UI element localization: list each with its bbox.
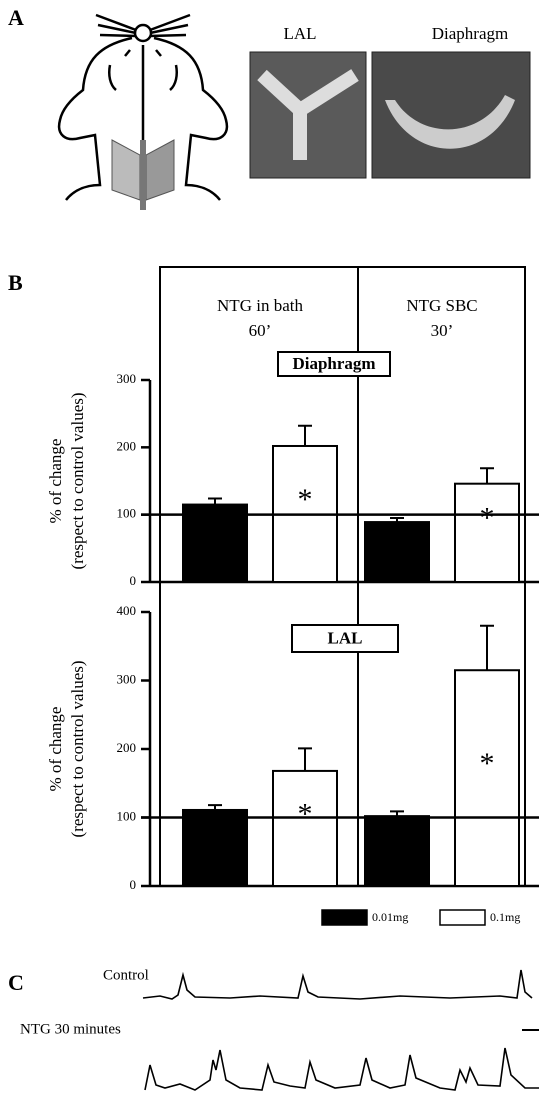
panel-label: C: [8, 970, 24, 995]
group-label: NTG SBC: [406, 296, 477, 315]
y-axis-label: % of change: [46, 439, 65, 524]
group-label: NTG in bath: [217, 296, 303, 315]
tissue-flap: [145, 139, 175, 201]
bar: [364, 815, 430, 888]
y-tick-label: 300: [117, 371, 137, 386]
bar: [364, 521, 430, 583]
image-label: Diaphragm: [432, 24, 508, 43]
legend-label: 0.1mg: [490, 910, 520, 924]
title-box: [277, 351, 391, 377]
bar: [272, 769, 338, 887]
group-label: 60’: [249, 321, 272, 340]
group-label: 30’: [431, 321, 454, 340]
trace-label: Control: [103, 967, 149, 983]
panel-label: B: [8, 270, 23, 295]
error-bar: [298, 747, 312, 771]
trace: [144, 1047, 539, 1091]
probe: [140, 140, 146, 210]
error-bar: [390, 810, 404, 817]
y-tick-label: 200: [117, 740, 137, 755]
trace-label: NTG 30 minutes: [20, 1021, 121, 1037]
error-bar: [298, 424, 312, 446]
y-axis-label: % of change: [46, 707, 65, 792]
legend-swatch: [439, 909, 486, 926]
significance: *: [480, 747, 495, 780]
photo-detail: [385, 95, 515, 149]
y-tick-label: 400: [117, 603, 137, 618]
y-tick-label: 300: [117, 671, 137, 686]
significance: *: [298, 483, 313, 516]
bar: [182, 503, 248, 584]
error-bar: [208, 497, 222, 505]
tissue-flap: [111, 139, 141, 201]
error-bar: [390, 517, 404, 523]
error-bar: [208, 804, 222, 810]
trace: [142, 969, 533, 1000]
y-tick-label: 200: [117, 438, 137, 453]
y-tick-label: 0: [130, 877, 137, 892]
significance: *: [298, 797, 313, 830]
significance: *: [480, 502, 495, 535]
panel-label: A: [8, 5, 24, 30]
bar: [182, 808, 248, 888]
chart-title: LAL: [328, 628, 363, 647]
mouse-illustration: [57, 13, 229, 201]
photo-detail: [257, 69, 359, 160]
y-axis-label: (respect to control values): [68, 660, 87, 837]
image-label: LAL: [283, 24, 316, 43]
chart-title: Diaphragm: [292, 354, 375, 373]
y-tick-label: 100: [117, 506, 137, 521]
y-tick-label: 0: [130, 573, 137, 588]
legend-swatch: [321, 909, 368, 926]
y-axis-label: (respect to control values): [68, 392, 87, 569]
error-bar: [480, 624, 494, 671]
title-box: [291, 624, 399, 653]
y-tick-label: 100: [117, 808, 137, 823]
legend-label: 0.01mg: [372, 910, 408, 924]
error-bar: [480, 467, 494, 484]
